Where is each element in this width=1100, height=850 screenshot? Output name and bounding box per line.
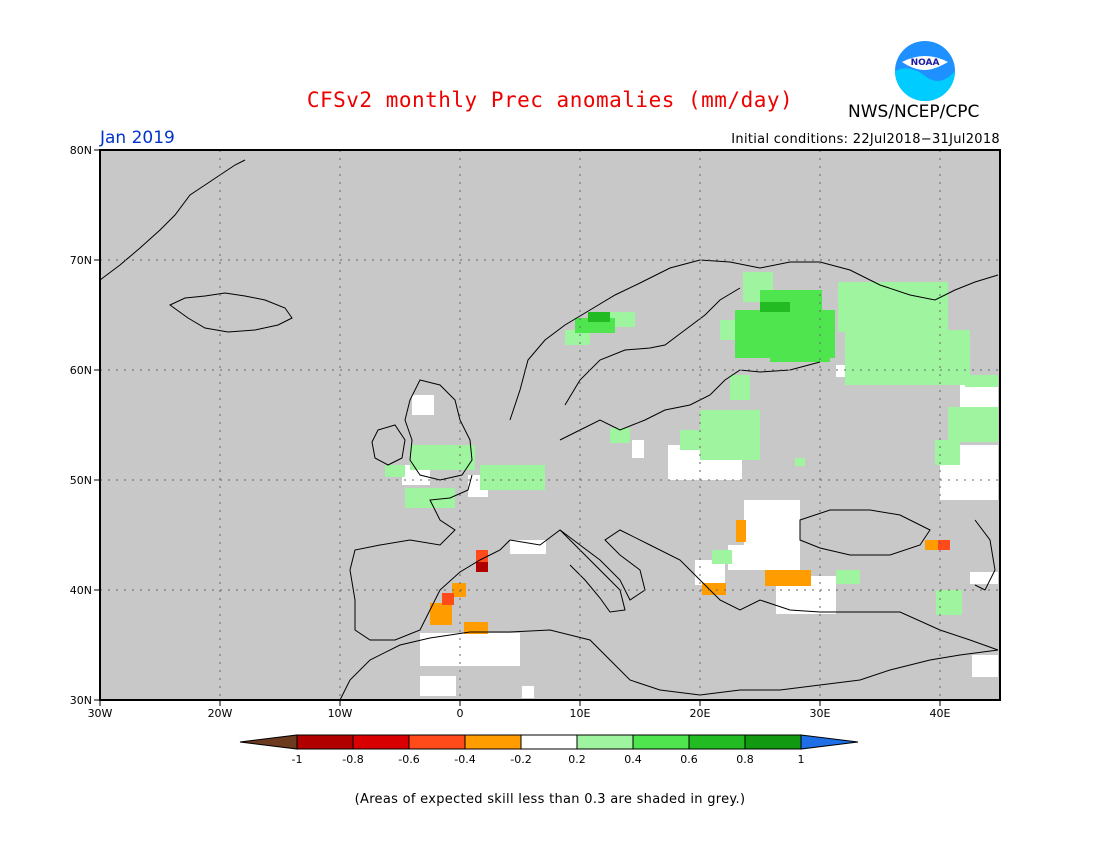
colorbar-tick-label: 0.6 xyxy=(680,753,698,766)
lat-label: 70N xyxy=(70,254,92,267)
colorbar-segment xyxy=(408,734,466,750)
colorbar-segment xyxy=(520,734,578,750)
colorbar-segment xyxy=(744,734,802,750)
map-background xyxy=(100,150,1000,700)
colorbar-tick-label: 0.4 xyxy=(624,753,642,766)
colorbar-tick-label: 0.2 xyxy=(568,753,586,766)
latitude-labels: 80N 70N 60N 50N 40N 30N xyxy=(70,144,92,707)
map-frame xyxy=(99,149,1001,701)
colorbar-labels: -1 -0.8 -0.6 -0.4 -0.2 0.2 0.4 0.6 0.8 1 xyxy=(292,753,805,766)
anomaly-cells xyxy=(385,272,998,698)
lon-label: 10W xyxy=(328,707,353,720)
agency-label: NWS/NCEP/CPC xyxy=(848,102,980,122)
colorbar-tick-label: -0.6 xyxy=(398,753,419,766)
colorbar-tick-label: 1 xyxy=(798,753,805,766)
chart-title: CFSv2 monthly Prec anomalies (mm/day) xyxy=(306,88,794,112)
colorbar-tick-label: -0.2 xyxy=(510,753,531,766)
longitude-labels: 30W 20W 10W 0 10E 20E 30E 40E xyxy=(88,707,951,720)
colorbar-tick-label: -1 xyxy=(292,753,303,766)
colorbar-segment xyxy=(688,734,746,750)
colorbar-left-arrow xyxy=(239,734,298,750)
colorbar-right-arrow xyxy=(800,734,859,750)
lat-label: 60N xyxy=(70,364,92,377)
lon-label: 20E xyxy=(690,707,711,720)
colorbar-segment xyxy=(296,734,354,750)
coastlines xyxy=(99,159,999,701)
lon-label: 30E xyxy=(810,707,831,720)
colorbar-segment xyxy=(576,734,634,750)
skill-footnote: (Areas of expected skill less than 0.3 a… xyxy=(354,792,746,807)
colorbar-tick-label: -0.4 xyxy=(454,753,475,766)
initial-conditions: Initial conditions: 22Jul2018−31Jul2018 xyxy=(731,132,1000,147)
colorbar-segment xyxy=(464,734,522,750)
lon-label: 30W xyxy=(88,707,113,720)
lat-label: 50N xyxy=(70,474,92,487)
lon-label: 0 xyxy=(457,707,464,720)
lon-label: 40E xyxy=(930,707,951,720)
lat-label: 80N xyxy=(70,144,92,157)
lon-label: 20W xyxy=(208,707,233,720)
gridlines xyxy=(100,150,1000,700)
axis-ticks xyxy=(94,149,941,706)
colorbar-tick-label: -0.8 xyxy=(342,753,363,766)
lon-label: 10E xyxy=(570,707,591,720)
noaa-logo: NOAA xyxy=(895,41,955,101)
forecast-month: Jan 2019 xyxy=(100,128,175,148)
colorbar-segment xyxy=(632,734,690,750)
lat-label: 30N xyxy=(70,694,92,707)
logo-text: NOAA xyxy=(911,58,940,68)
colorbar-tick-label: 0.8 xyxy=(736,753,754,766)
lat-label: 40N xyxy=(70,584,92,597)
colorbar xyxy=(239,734,859,750)
colorbar-segment xyxy=(352,734,410,750)
